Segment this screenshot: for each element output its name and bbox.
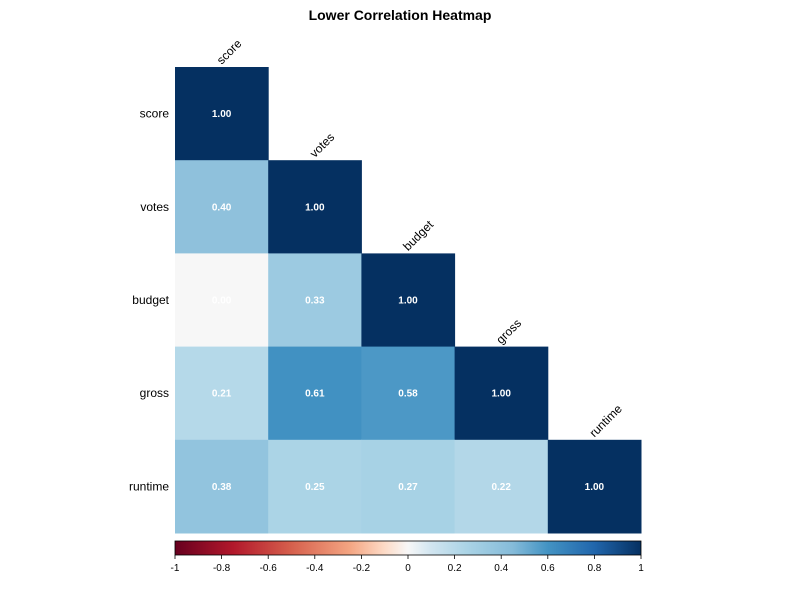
cell-value-votes-votes: 1.00 — [305, 202, 325, 213]
heatmap-cell-runtime-gross — [454, 439, 549, 534]
heatmap-cell-budget-votes — [268, 253, 362, 348]
heatmap-cell-gross-score — [175, 346, 269, 441]
colorbar-tick-label: 0.2 — [448, 563, 462, 574]
heatmap-cell-votes-score — [175, 160, 269, 254]
cell-value-runtime-score: 0.38 — [212, 482, 232, 493]
chart-title: Lower Correlation Heatmap — [309, 7, 492, 23]
cell-value-budget-score: 0.00 — [212, 296, 232, 307]
cell-value-runtime-runtime: 1.00 — [585, 482, 605, 493]
column-label-budget: budget — [400, 217, 436, 253]
row-label-runtime: runtime — [129, 479, 169, 493]
heatmap-cell-gross-votes — [268, 346, 362, 441]
cell-value-runtime-gross: 0.22 — [491, 482, 511, 493]
cell-value-runtime-votes: 0.25 — [305, 482, 325, 493]
heatmap-cells: 1.00 0.40 1.00 0.00 0.33 1.00 0.21 0.61 0.58 1.00… — [175, 67, 642, 534]
column-label-votes: votes — [307, 130, 337, 160]
colorbar-tick-label: -0.6 — [260, 563, 278, 574]
colorbar-tick-label: 1 — [638, 563, 644, 574]
heatmap-cell-gross-gross — [454, 346, 549, 441]
colorbar-legend: -1 -0.8 -0.6 -0.4 -0.2 0 0.2 0.4 0.6 0.8 1 — [171, 540, 644, 574]
colorbar-tick-label: 0.4 — [494, 563, 508, 574]
colorbar-tick-label: 0 — [405, 563, 411, 574]
colorbar-gradient — [174, 540, 642, 556]
colorbar-tick-label: -0.4 — [306, 563, 324, 574]
heatmap-cell-votes-votes — [268, 160, 362, 254]
heatmap-cell-gross-budget — [361, 346, 456, 441]
heatmap-cell-runtime-score — [175, 439, 269, 534]
column-label-gross: gross — [493, 316, 524, 347]
cell-value-gross-gross: 1.00 — [491, 389, 511, 400]
heatmap-cell-budget-score — [175, 253, 269, 348]
cell-value-runtime-budget: 0.27 — [398, 482, 418, 493]
colorbar-tick-label: -1 — [171, 563, 180, 574]
heatmap-cell-runtime-budget — [361, 439, 456, 534]
cell-value-gross-score: 0.21 — [212, 389, 232, 400]
cell-value-gross-budget: 0.58 — [398, 389, 418, 400]
colorbar-tick-label: 0.8 — [587, 563, 601, 574]
cell-value-budget-votes: 0.33 — [305, 296, 325, 307]
column-label-runtime: runtime — [587, 401, 625, 439]
row-label-gross: gross — [140, 386, 169, 400]
cell-value-budget-budget: 1.00 — [398, 296, 418, 307]
heatmap-cell-runtime-votes — [268, 439, 362, 534]
colorbar-tick-label: -0.2 — [353, 563, 371, 574]
cell-value-score-score: 1.00 — [212, 109, 232, 120]
heatmap-cell-runtime-runtime — [547, 439, 642, 534]
heatmap-cell-budget-budget — [361, 253, 456, 348]
row-label-budget: budget — [132, 293, 169, 307]
row-label-votes: votes — [140, 200, 169, 214]
heatmap-cell-score-score — [175, 67, 269, 161]
cell-value-gross-votes: 0.61 — [305, 389, 325, 400]
row-labels: score votes budget gross runtime — [129, 107, 170, 494]
row-label-score: score — [140, 107, 170, 121]
colorbar-tick-label: 0.6 — [541, 563, 555, 574]
column-label-score: score — [214, 36, 245, 67]
colorbar-tick-label: -0.8 — [213, 563, 231, 574]
cell-value-votes-score: 0.40 — [212, 202, 232, 213]
